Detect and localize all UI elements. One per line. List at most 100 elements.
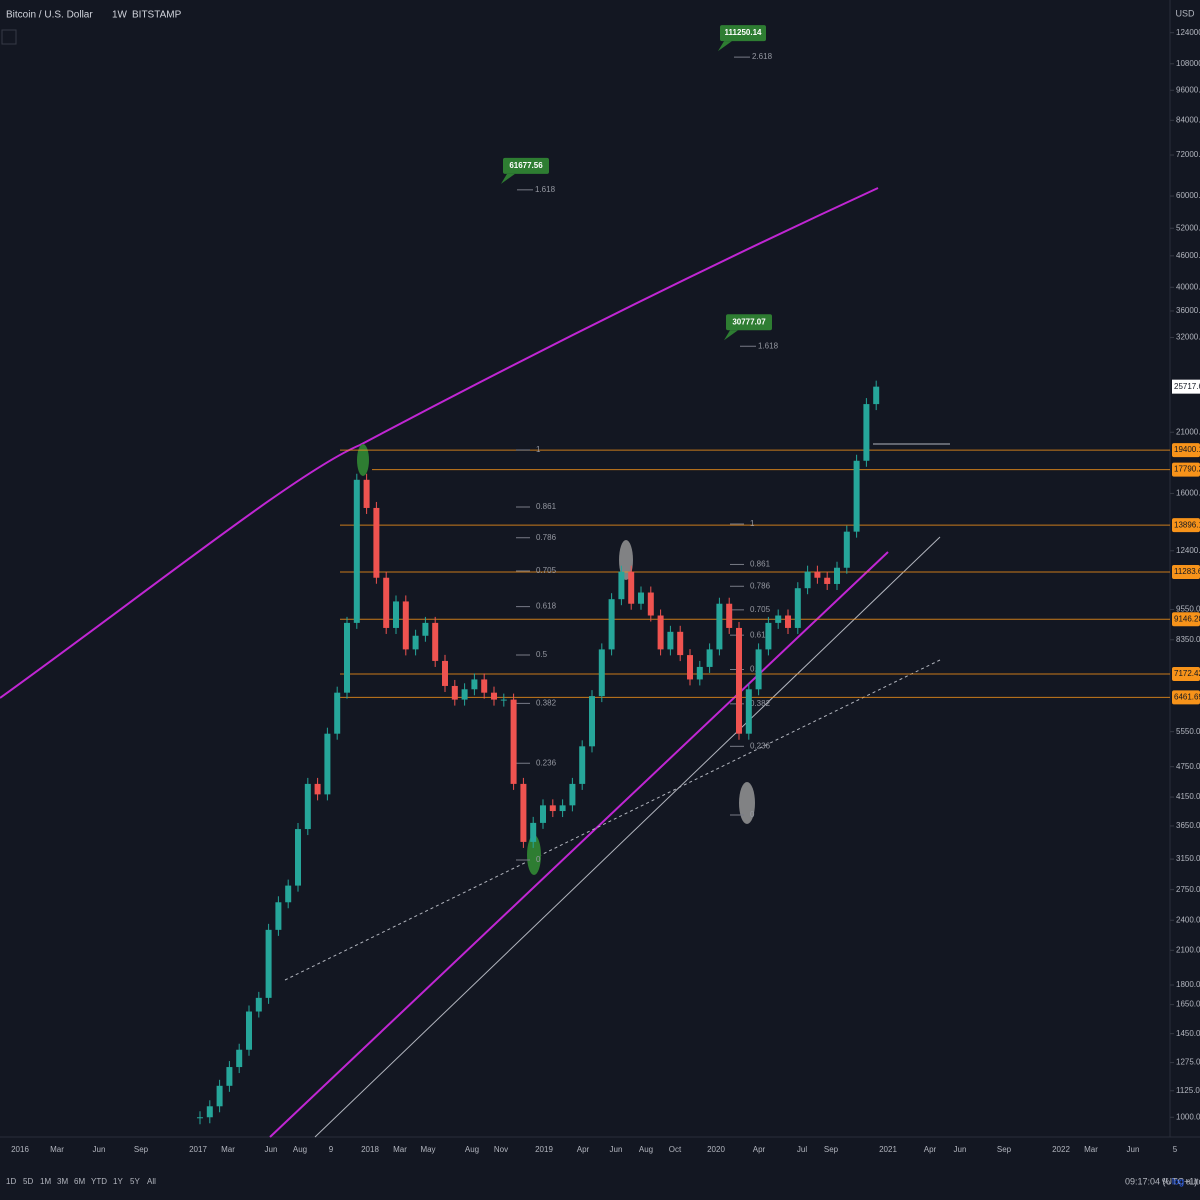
- candle-body: [393, 601, 399, 628]
- x-tick-label: Apr: [753, 1145, 766, 1154]
- x-tick-label: Jun: [954, 1145, 967, 1154]
- candle-body: [608, 599, 615, 650]
- y-tick-label: 3150.00: [1176, 854, 1200, 863]
- candle-body: [442, 660, 448, 686]
- y-tick-label: 1800.00: [1176, 980, 1200, 989]
- fib-label: 0.786: [536, 533, 557, 542]
- candle-body: [736, 627, 742, 734]
- level-label-box: [1172, 518, 1200, 533]
- y-tick-label: 72000.00: [1176, 150, 1200, 159]
- candle-body: [628, 571, 635, 604]
- trend-line: [314, 536, 941, 1138]
- fib-label: 0: [536, 855, 541, 864]
- fib-label: 0.861: [536, 502, 557, 511]
- y-tick-label: 1650.00: [1176, 1000, 1200, 1009]
- y-tick-label: 3650.00: [1176, 821, 1200, 830]
- fib-label: 0.618: [536, 602, 557, 611]
- range-button[interactable]: 3M: [57, 1177, 68, 1186]
- interval[interactable]: 1W: [112, 10, 128, 21]
- candle-body: [638, 592, 644, 604]
- candle-body: [412, 635, 419, 650]
- y-tick-label: 84000.00: [1176, 115, 1200, 124]
- candle-body: [765, 622, 772, 650]
- fib-label: 1: [750, 519, 755, 528]
- x-tick-label: May: [420, 1145, 435, 1154]
- candle-body: [775, 615, 782, 623]
- y-tick-label: 40000.00: [1176, 282, 1200, 291]
- candle-body: [383, 577, 390, 628]
- last-price-label: 25717.69: [1174, 382, 1200, 391]
- candle-body: [794, 588, 801, 628]
- x-tick-label: Apr: [924, 1145, 937, 1154]
- x-tick-label: Jul: [797, 1145, 807, 1154]
- target-label: 61677.56: [509, 161, 543, 170]
- target-box: [503, 157, 549, 174]
- candle-body: [236, 1049, 243, 1068]
- y-tick-label: 1275.00: [1176, 1058, 1200, 1067]
- candle-body: [226, 1067, 233, 1086]
- level-label-box: [1172, 666, 1200, 681]
- y-tick-label: 4750.00: [1176, 762, 1200, 771]
- x-tick-label: Jun: [1127, 1145, 1140, 1154]
- percent-toggle[interactable]: %: [1162, 1176, 1170, 1186]
- collapse-button[interactable]: [1, 29, 17, 45]
- level-label: 19400.15: [1174, 445, 1200, 454]
- target-ratio: 1.618: [535, 185, 556, 194]
- range-button[interactable]: 5Y: [130, 1177, 140, 1186]
- target-box: [720, 25, 766, 42]
- target-ratio: 1.618: [758, 341, 779, 350]
- x-tick-label: Sep: [997, 1145, 1012, 1154]
- y-tick-label: 16000.00: [1176, 489, 1200, 498]
- x-tick-label: Mar: [221, 1145, 235, 1154]
- x-tick-label: 5: [1173, 1145, 1178, 1154]
- x-tick-label: 2018: [361, 1145, 379, 1154]
- candle-body: [667, 631, 674, 650]
- fib-label: 0.618: [750, 630, 771, 639]
- candle-body: [785, 615, 791, 628]
- pivot-marker: [619, 540, 633, 580]
- x-tick-label: 2022: [1052, 1145, 1070, 1154]
- fib-label: 0.705: [750, 605, 771, 614]
- fib-label: 0.382: [750, 699, 771, 708]
- candle-body: [540, 805, 546, 823]
- candle-body: [324, 733, 331, 795]
- candle-body: [696, 666, 703, 680]
- candle-body: [569, 783, 576, 806]
- range-button[interactable]: 5D: [23, 1177, 33, 1186]
- range-button[interactable]: 1Y: [113, 1177, 123, 1186]
- candle-body: [834, 567, 840, 584]
- range-button[interactable]: 1D: [6, 1177, 16, 1186]
- trend-line: [284, 659, 941, 981]
- x-tick-label: 2017: [189, 1145, 207, 1154]
- y-tick-label: 21000.00: [1176, 427, 1200, 436]
- range-button[interactable]: All: [147, 1177, 156, 1186]
- y-tick-label: 1000.00: [1176, 1112, 1200, 1121]
- candle-body: [687, 655, 693, 680]
- x-tick-label: Jun: [265, 1145, 278, 1154]
- x-tick-label: Jun: [93, 1145, 106, 1154]
- candle-body: [853, 460, 860, 532]
- target-box: [726, 314, 772, 331]
- log-toggle[interactable]: log: [1172, 1176, 1184, 1186]
- range-button[interactable]: 1M: [40, 1177, 51, 1186]
- fib-label: 0.236: [750, 741, 771, 750]
- y-tick-label: 2750.00: [1176, 885, 1200, 894]
- last-price-box: [1172, 379, 1200, 394]
- candle-body: [363, 479, 370, 508]
- candle-body: [314, 783, 321, 795]
- fib-label: 0.705: [536, 566, 557, 575]
- candle-body: [510, 699, 517, 784]
- candle-body: [334, 692, 341, 734]
- candle-body: [481, 679, 488, 693]
- candle-body: [589, 696, 595, 747]
- exchange: BITSTAMP: [132, 10, 182, 21]
- level-label-box: [1172, 612, 1200, 627]
- range-button[interactable]: 6M: [74, 1177, 85, 1186]
- target-label: 111250.14: [725, 28, 762, 37]
- level-label-box: [1172, 690, 1200, 705]
- auto-toggle[interactable]: auto: [1186, 1176, 1200, 1186]
- range-button[interactable]: YTD: [91, 1177, 107, 1186]
- candle-body: [755, 649, 762, 690]
- range-buttons: 1D 5D 1M 3M 6M YTD 1Y 5Y All: [6, 1177, 156, 1186]
- y-tick-label: 8350.00: [1176, 635, 1200, 644]
